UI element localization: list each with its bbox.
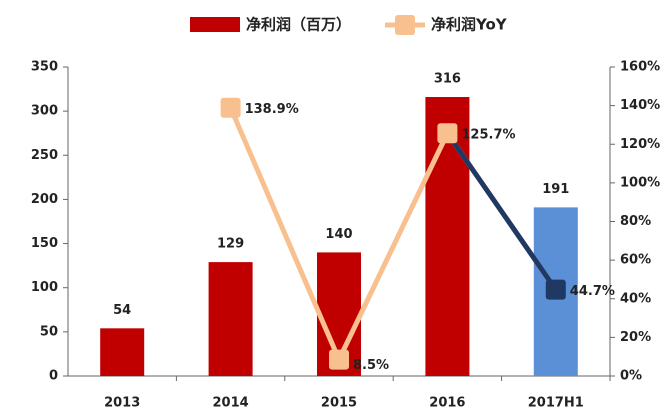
- x-tick-label: 2016: [429, 396, 465, 411]
- bar-value-label: 191: [542, 182, 569, 197]
- y-tick-label: 200: [31, 192, 58, 207]
- line-marker: [545, 279, 566, 300]
- line-value-label: 138.9%: [245, 102, 299, 117]
- x-tick-label: 2014: [213, 396, 249, 411]
- line-value-label: 8.5%: [353, 358, 389, 373]
- y2-tick-label: 100%: [620, 175, 660, 190]
- bar-value-label: 140: [325, 227, 352, 242]
- y2-tick-label: 80%: [620, 214, 651, 229]
- line-marker: [437, 123, 458, 144]
- legend-swatch: [190, 17, 240, 32]
- bar: [100, 328, 145, 376]
- x-tick-label: 2017H1: [528, 396, 584, 411]
- x-tick-label: 2015: [321, 396, 357, 411]
- line-marker: [329, 349, 349, 370]
- y-tick-label: 150: [31, 236, 58, 251]
- y2-tick-label: 0%: [620, 369, 642, 384]
- y2-tick-label: 160%: [620, 60, 660, 75]
- y2-tick-label: 140%: [620, 98, 660, 113]
- bar: [425, 97, 470, 376]
- legend-swatch-marker: [395, 15, 415, 35]
- line-value-label: 44.7%: [570, 284, 615, 299]
- y2-tick-label: 20%: [620, 330, 651, 345]
- bar: [208, 262, 253, 376]
- y2-tick-label: 60%: [620, 253, 651, 268]
- line-last-segment: [445, 131, 558, 292]
- line-marker: [220, 97, 241, 118]
- x-tick-label: 2013: [104, 396, 140, 411]
- y-tick-label: 350: [31, 60, 58, 75]
- y-tick-label: 100: [31, 280, 58, 295]
- legend-label: 净利润YoY: [431, 16, 508, 34]
- legend-label: 净利润（百万）: [246, 16, 351, 34]
- y-tick-label: 300: [31, 104, 58, 119]
- line: [228, 106, 558, 366]
- y-tick-label: 0: [49, 369, 58, 384]
- y2-tick-label: 40%: [620, 291, 651, 306]
- y-tick-label: 250: [31, 148, 58, 163]
- y-tick-label: 50: [40, 324, 58, 339]
- bar-value-label: 54: [113, 303, 131, 318]
- bar-value-label: 316: [434, 72, 461, 87]
- bar-value-label: 129: [217, 237, 244, 252]
- y2-tick-label: 120%: [620, 137, 660, 152]
- line-value-label: 125.7%: [461, 128, 515, 143]
